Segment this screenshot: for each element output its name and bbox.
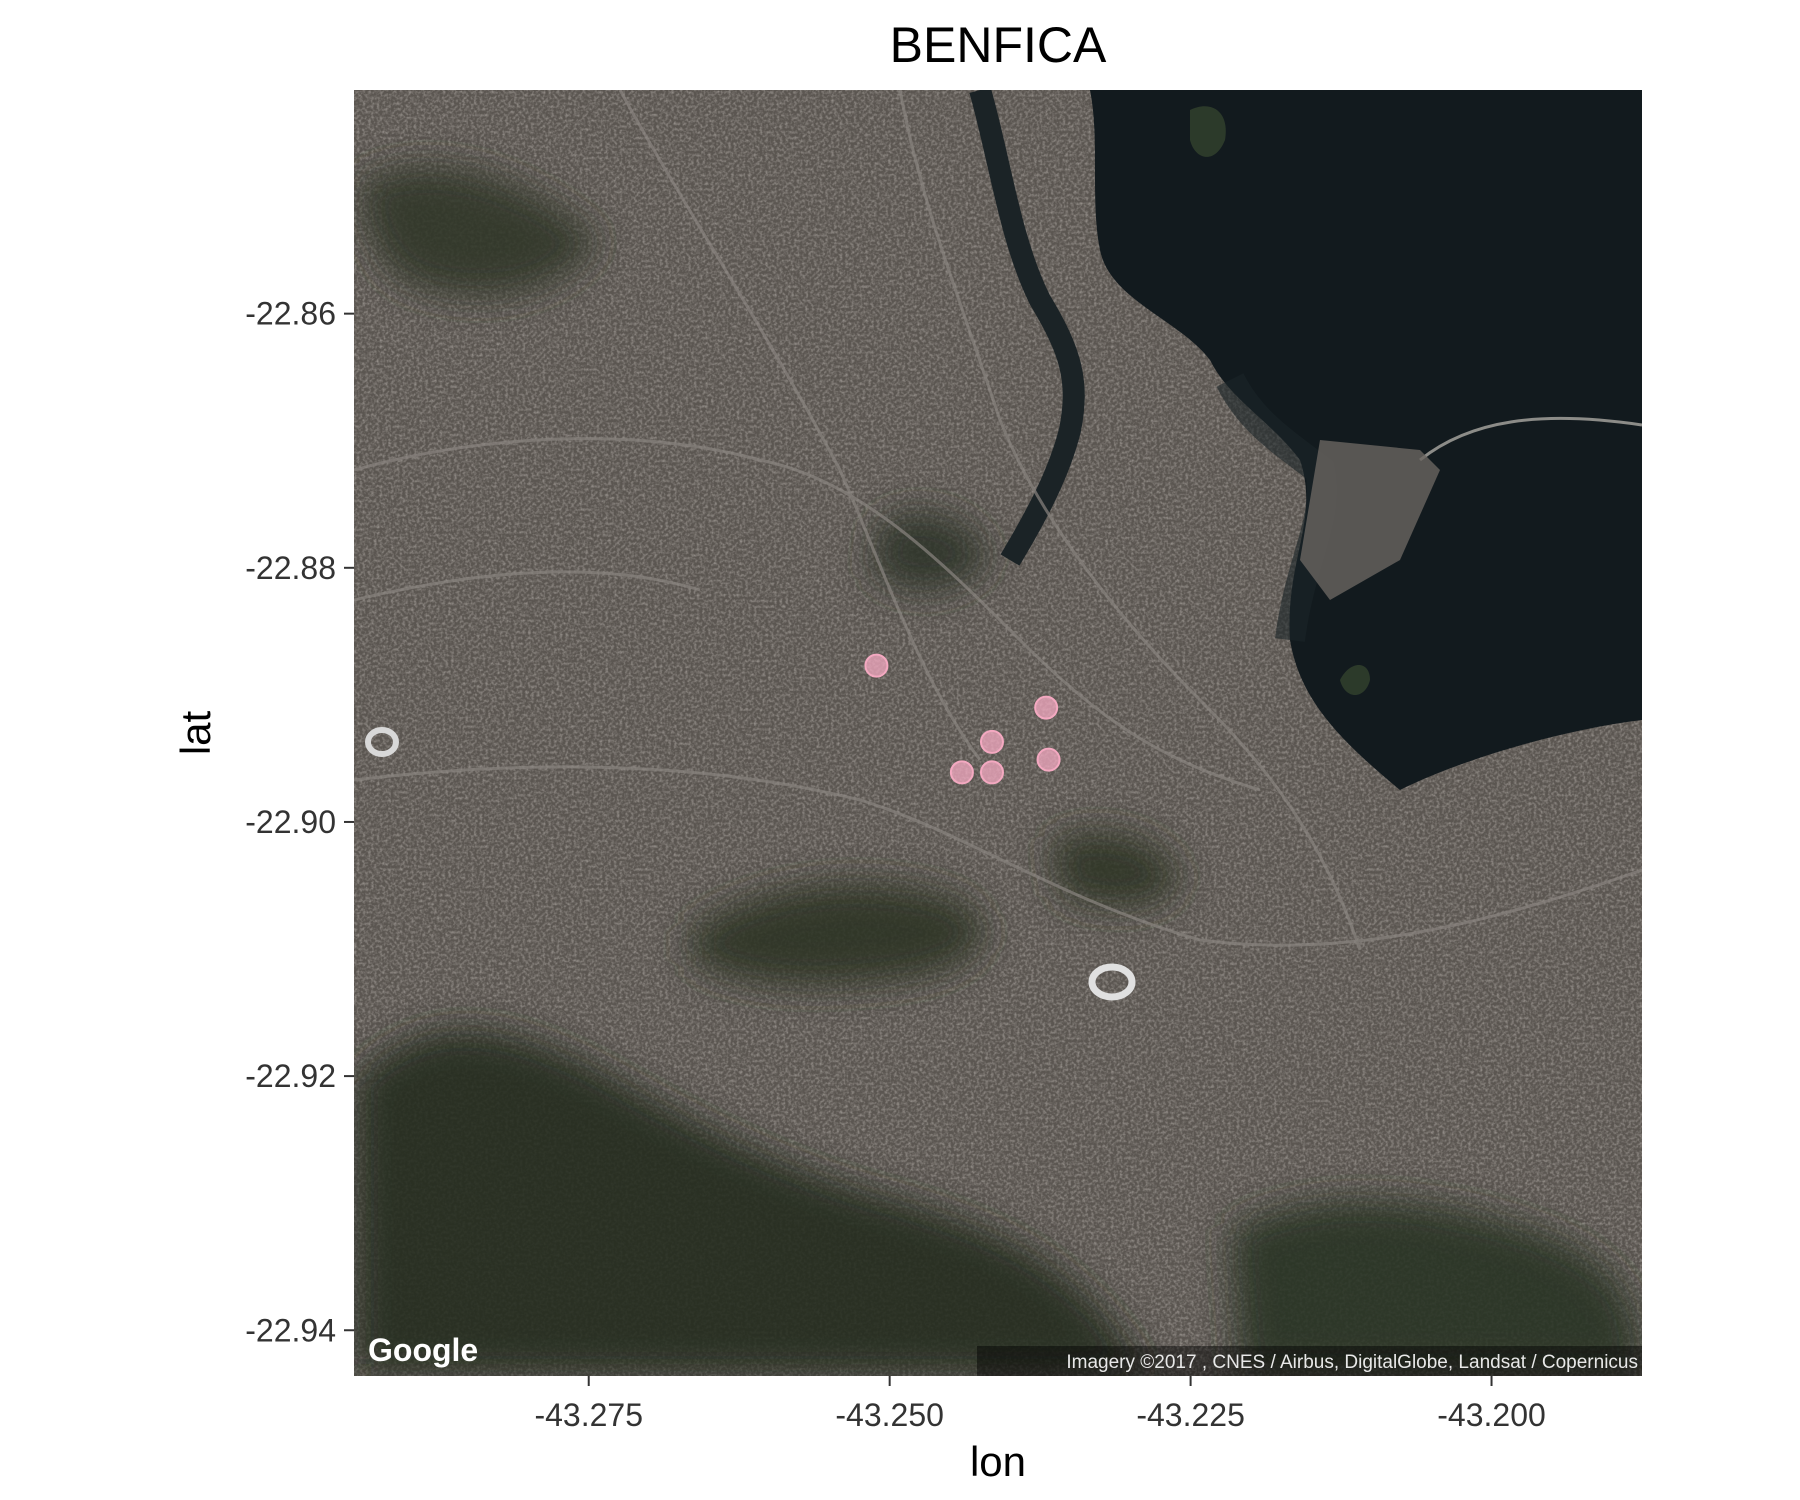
x-tick-label: -43.200 — [1437, 1397, 1546, 1433]
y-tick-label: -22.90 — [245, 804, 336, 840]
x-tick-label: -43.275 — [534, 1397, 643, 1433]
y-tick-label: -22.94 — [245, 1312, 336, 1348]
x-tick-label: -43.225 — [1136, 1397, 1245, 1433]
y-axis-title: lat — [172, 710, 219, 755]
attribution-text: Imagery ©2017 , CNES / Airbus, DigitalGl… — [1066, 1352, 1638, 1373]
map-point[interactable] — [1036, 747, 1061, 772]
point-layer — [864, 653, 1061, 785]
y-tick-label: -22.88 — [245, 550, 336, 586]
map-point[interactable] — [1034, 695, 1059, 720]
map-point[interactable] — [979, 760, 1004, 785]
y-tick-label: -22.92 — [245, 1058, 336, 1094]
map-title: BENFICA — [890, 17, 1107, 73]
x-axis: -43.275 -43.250 -43.225 -43.200 — [534, 1376, 1546, 1433]
map-point[interactable] — [864, 653, 889, 678]
google-logo: Google — [368, 1332, 478, 1368]
map-point[interactable] — [949, 760, 974, 785]
x-tick-label: -43.250 — [835, 1397, 944, 1433]
attribution-backdrop — [977, 1346, 1642, 1376]
x-axis-title: lon — [970, 1438, 1026, 1485]
y-axis: -22.86 -22.88 -22.90 -22.92 -22.94 — [245, 296, 354, 1348]
y-tick-label: -22.86 — [245, 296, 336, 332]
map-point[interactable] — [979, 729, 1004, 754]
